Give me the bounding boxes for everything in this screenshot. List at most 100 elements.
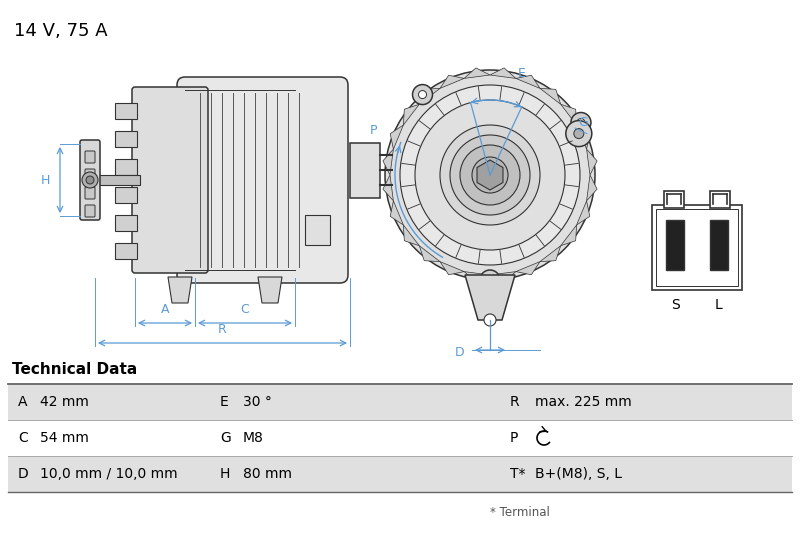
Text: M8: M8 <box>243 431 264 445</box>
Text: 80 mm: 80 mm <box>243 467 292 481</box>
Polygon shape <box>516 262 540 275</box>
Bar <box>652 205 742 290</box>
Text: * Terminal: * Terminal <box>490 506 550 519</box>
Polygon shape <box>540 88 561 104</box>
Text: D: D <box>454 345 464 359</box>
Text: 10,0 mm / 10,0 mm: 10,0 mm / 10,0 mm <box>40 467 178 481</box>
Polygon shape <box>516 75 540 88</box>
Circle shape <box>413 85 433 104</box>
Bar <box>115 215 137 231</box>
Polygon shape <box>561 225 577 246</box>
FancyBboxPatch shape <box>177 77 348 283</box>
FancyBboxPatch shape <box>85 205 95 217</box>
Bar <box>115 187 137 203</box>
Bar <box>95 175 140 185</box>
Polygon shape <box>586 149 597 175</box>
Bar <box>8 384 792 420</box>
Text: E: E <box>220 395 229 409</box>
Polygon shape <box>403 104 419 125</box>
Circle shape <box>577 118 585 126</box>
Text: D: D <box>18 467 29 481</box>
Text: G: G <box>578 117 588 130</box>
Text: C: C <box>241 303 250 316</box>
Polygon shape <box>586 175 597 201</box>
Polygon shape <box>419 246 440 262</box>
FancyBboxPatch shape <box>664 191 684 208</box>
Text: A: A <box>18 395 27 409</box>
FancyBboxPatch shape <box>710 191 730 208</box>
Polygon shape <box>561 104 577 125</box>
Polygon shape <box>577 201 590 225</box>
Circle shape <box>400 85 580 265</box>
Polygon shape <box>464 68 490 78</box>
Bar <box>656 209 738 286</box>
Bar <box>350 143 380 198</box>
Text: C: C <box>18 431 28 445</box>
Polygon shape <box>383 149 394 175</box>
Polygon shape <box>440 262 464 275</box>
Polygon shape <box>168 277 192 303</box>
Polygon shape <box>464 272 490 282</box>
Polygon shape <box>490 272 516 282</box>
Bar <box>115 131 137 147</box>
Polygon shape <box>419 88 440 104</box>
Circle shape <box>385 70 595 280</box>
FancyBboxPatch shape <box>85 187 95 199</box>
Polygon shape <box>490 68 516 78</box>
Circle shape <box>480 270 500 290</box>
Polygon shape <box>390 201 403 225</box>
Bar <box>305 215 330 245</box>
Text: E: E <box>518 67 526 80</box>
Circle shape <box>440 125 540 225</box>
Text: B+(M8), S, L: B+(M8), S, L <box>535 467 622 481</box>
Circle shape <box>484 314 496 326</box>
Circle shape <box>482 167 498 183</box>
Text: Technical Data: Technical Data <box>12 362 138 377</box>
Bar <box>710 220 728 270</box>
Text: S: S <box>670 298 679 312</box>
Polygon shape <box>440 75 464 88</box>
Polygon shape <box>477 160 503 190</box>
Text: P: P <box>370 124 378 136</box>
Polygon shape <box>383 175 394 201</box>
Circle shape <box>86 176 94 184</box>
Circle shape <box>571 112 591 133</box>
Polygon shape <box>258 277 282 303</box>
Polygon shape <box>540 246 561 262</box>
Circle shape <box>415 100 565 250</box>
Bar <box>115 159 137 175</box>
FancyBboxPatch shape <box>85 169 95 181</box>
Text: T*: T* <box>510 467 526 481</box>
Text: R: R <box>510 395 520 409</box>
FancyBboxPatch shape <box>132 87 208 273</box>
Circle shape <box>450 135 530 215</box>
Text: H: H <box>41 174 50 187</box>
Circle shape <box>574 128 584 139</box>
Circle shape <box>82 172 98 188</box>
FancyBboxPatch shape <box>85 151 95 163</box>
Text: A: A <box>161 303 170 316</box>
Text: 30 °: 30 ° <box>243 395 272 409</box>
Text: P: P <box>510 431 518 445</box>
Bar <box>8 420 792 456</box>
Polygon shape <box>403 225 419 246</box>
Text: H: H <box>220 467 230 481</box>
Bar <box>8 456 792 492</box>
Text: 42 mm: 42 mm <box>40 395 89 409</box>
Polygon shape <box>390 125 403 149</box>
Text: G: G <box>220 431 230 445</box>
Polygon shape <box>577 125 590 149</box>
Circle shape <box>472 157 508 193</box>
Circle shape <box>418 91 426 99</box>
Bar <box>666 220 684 270</box>
Circle shape <box>566 120 592 147</box>
Text: 54 mm: 54 mm <box>40 431 89 445</box>
Text: L: L <box>715 298 723 312</box>
Polygon shape <box>465 275 515 320</box>
Bar <box>115 103 137 119</box>
Text: 14 V, 75 A: 14 V, 75 A <box>14 22 108 40</box>
Text: R: R <box>218 323 227 336</box>
Circle shape <box>460 145 520 205</box>
FancyBboxPatch shape <box>80 140 100 220</box>
Circle shape <box>486 276 494 284</box>
